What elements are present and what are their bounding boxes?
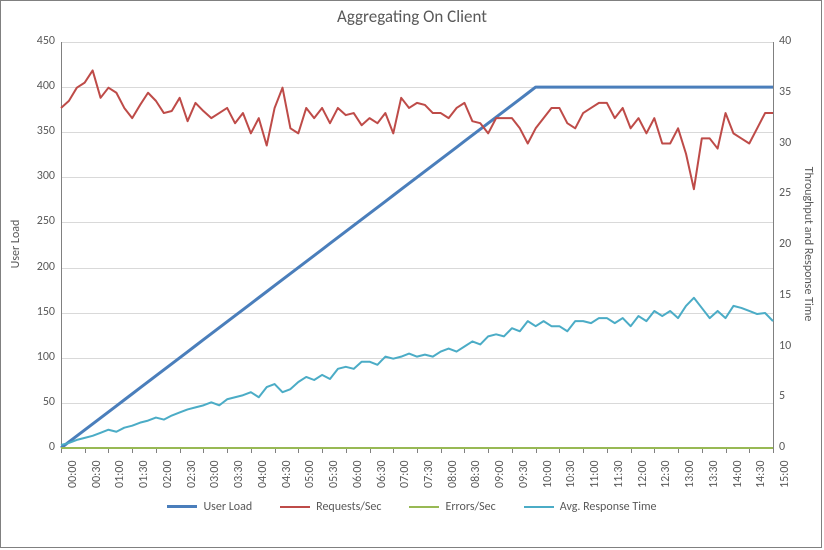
ytick-left: 250 bbox=[25, 214, 55, 228]
legend: User Load Requests/Sec Errors/Sec Avg. Resp… bbox=[0, 498, 824, 514]
xtick-label: 15:00 bbox=[778, 460, 792, 488]
xtick-label: 04:00 bbox=[256, 460, 270, 488]
ytick-right: 15 bbox=[779, 288, 791, 302]
xtick-label: 12:30 bbox=[659, 460, 673, 488]
legend-swatch bbox=[409, 506, 439, 508]
legend-item: User Load bbox=[167, 500, 252, 514]
ytick-right: 30 bbox=[779, 136, 791, 150]
legend-label: Avg. Response Time bbox=[560, 500, 657, 514]
xtick-label: 07:30 bbox=[422, 460, 436, 488]
ytick-left: 350 bbox=[25, 124, 55, 138]
axis-right bbox=[773, 42, 774, 449]
xtick-label: 03:30 bbox=[232, 460, 246, 488]
legend-label: User Load bbox=[203, 500, 252, 514]
ytick-left: 200 bbox=[25, 260, 55, 274]
ytick-right: 5 bbox=[779, 389, 785, 403]
xtick-label: 02:30 bbox=[185, 460, 199, 488]
ytick-left: 0 bbox=[25, 440, 55, 454]
xtick-label: 09:30 bbox=[517, 460, 531, 488]
legend-item: Errors/Sec bbox=[409, 500, 495, 514]
xtick-label: 02:00 bbox=[161, 460, 175, 488]
xtick-label: 00:00 bbox=[66, 460, 80, 488]
legend-swatch bbox=[167, 505, 197, 508]
ytick-right: 25 bbox=[779, 186, 791, 200]
xtick-label: 09:00 bbox=[493, 460, 507, 488]
ytick-left: 100 bbox=[25, 350, 55, 364]
ytick-left: 450 bbox=[25, 34, 55, 48]
legend-item: Avg. Response Time bbox=[524, 500, 657, 514]
xtick-label: 10:30 bbox=[564, 460, 578, 488]
xtick-label: 10:00 bbox=[541, 460, 555, 488]
ylabel-left: User Load bbox=[9, 169, 23, 319]
xtick-label: 01:30 bbox=[137, 460, 151, 488]
xtick-label: 06:00 bbox=[351, 460, 365, 488]
ytick-right: 20 bbox=[779, 237, 791, 251]
xtick-label: 13:00 bbox=[683, 460, 697, 488]
ytick-right: 35 bbox=[779, 85, 791, 99]
series-svg bbox=[61, 42, 773, 448]
xtick-label: 08:00 bbox=[446, 460, 460, 488]
xtick-mark bbox=[773, 448, 774, 453]
xtick-label: 05:00 bbox=[303, 460, 317, 488]
xtick-label: 06:30 bbox=[375, 460, 389, 488]
ytick-left: 150 bbox=[25, 305, 55, 319]
xtick-label: 05:30 bbox=[327, 460, 341, 488]
ytick-left: 300 bbox=[25, 169, 55, 183]
ytick-left: 400 bbox=[25, 79, 55, 93]
xtick-label: 08:30 bbox=[469, 460, 483, 488]
legend-swatch bbox=[524, 506, 554, 508]
xtick-label: 01:00 bbox=[113, 460, 127, 488]
xtick-label: 04:30 bbox=[280, 460, 294, 488]
ytick-right: 40 bbox=[779, 34, 791, 48]
ytick-right: 10 bbox=[779, 339, 791, 353]
legend-swatch bbox=[280, 506, 310, 508]
xtick-label: 14:30 bbox=[754, 460, 768, 488]
legend-label: Errors/Sec bbox=[445, 500, 495, 514]
xtick-label: 11:00 bbox=[588, 460, 602, 488]
xtick-label: 13:30 bbox=[707, 460, 721, 488]
legend-item: Requests/Sec bbox=[280, 500, 381, 514]
xtick-label: 00:30 bbox=[90, 460, 104, 488]
ytick-left: 50 bbox=[25, 395, 55, 409]
plot-area: 0501001502002503003504004500510152025303… bbox=[61, 42, 773, 448]
series-user-load bbox=[61, 87, 773, 448]
xtick-label: 12:00 bbox=[636, 460, 650, 488]
chart-title: Aggregating On Client bbox=[0, 6, 824, 27]
ytick-right: 0 bbox=[779, 440, 785, 454]
xtick-label: 14:00 bbox=[731, 460, 745, 488]
xtick-label: 11:30 bbox=[612, 460, 626, 488]
xtick-label: 03:00 bbox=[208, 460, 222, 488]
ylabel-right: Throughput and Response Time bbox=[801, 144, 815, 344]
series-avg-response-time bbox=[61, 298, 773, 445]
legend-label: Requests/Sec bbox=[316, 500, 381, 514]
xtick-label: 07:00 bbox=[398, 460, 412, 488]
